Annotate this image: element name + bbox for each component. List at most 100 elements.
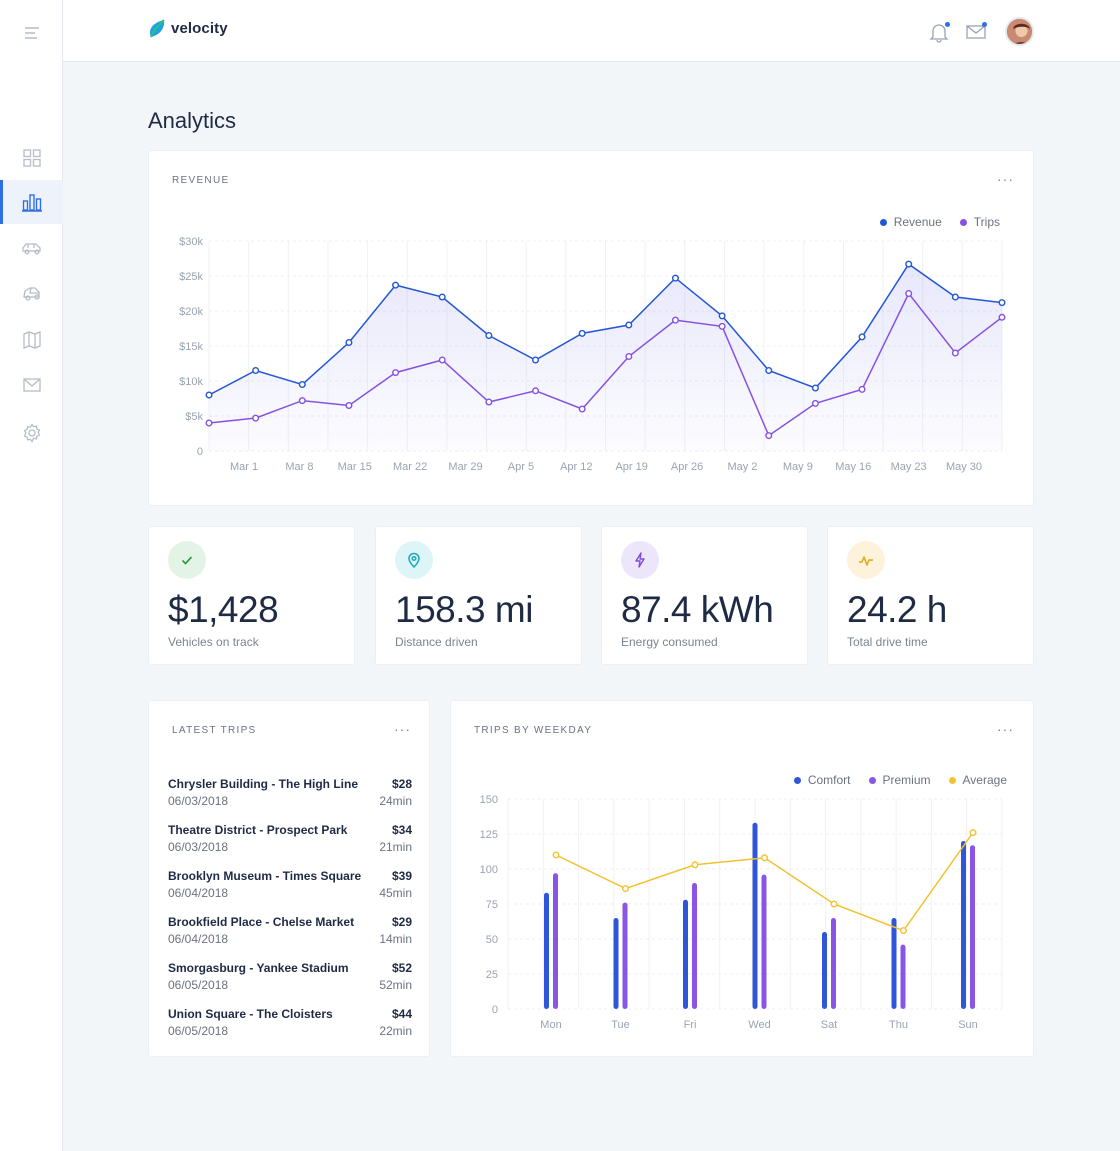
legend-item-trips[interactable]: Trips: [959, 215, 1000, 229]
x-tick-label: Mar 8: [285, 461, 313, 473]
trip-row[interactable]: Chrysler Building - The High Line 06/03/…: [168, 777, 412, 817]
revenue-legend: Revenue Trips: [879, 215, 1000, 229]
trip-row[interactable]: Theatre District - Prospect Park 06/03/2…: [168, 823, 412, 863]
data-point-revenue: [671, 274, 679, 282]
stat-card-vehicles: $1,428 Vehicles on track: [148, 526, 355, 665]
legend-item-revenue[interactable]: Revenue: [879, 215, 942, 229]
trip-row[interactable]: Union Square - The Cloisters 06/05/2018 …: [168, 1007, 412, 1047]
data-point-revenue: [625, 321, 633, 329]
y-tick-label: 150: [480, 794, 498, 806]
x-tick-label: Wed: [748, 1019, 770, 1031]
data-point-average: [621, 885, 629, 893]
bar-comfort: [891, 918, 897, 1009]
data-point-revenue: [252, 366, 260, 374]
bar-premium: [831, 918, 836, 1009]
x-tick-label: May 9: [783, 461, 813, 473]
trip-row[interactable]: Smorgasburg - Yankee Stadium 06/05/2018 …: [168, 961, 412, 1001]
trip-duration: 24min: [379, 794, 412, 808]
stat-icon-bg: [168, 541, 206, 579]
messages-button[interactable]: [964, 20, 988, 44]
data-point-trips: [858, 385, 866, 393]
trip-name: Smorgasburg - Yankee Stadium: [168, 961, 349, 975]
stat-value: 158.3 mi: [395, 589, 533, 630]
trip-duration: 14min: [379, 932, 412, 946]
data-point-average: [900, 927, 908, 935]
legend-dot: [868, 776, 876, 784]
bar-premium: [900, 944, 906, 1009]
x-tick-label: Fri: [684, 1019, 697, 1031]
data-point-trips: [765, 432, 773, 440]
sidebar-item-dashboard[interactable]: [0, 136, 63, 180]
data-point-revenue: [578, 329, 586, 337]
bar-premium: [622, 902, 628, 1009]
card-title: REVENUE: [172, 175, 230, 186]
stat-label: Energy consumed: [621, 635, 718, 649]
trip-name: Brookfield Place - Chelse Market: [168, 915, 355, 929]
legend-item-average[interactable]: Average: [948, 773, 1007, 787]
avatar[interactable]: [1005, 17, 1034, 46]
check-icon: [181, 556, 193, 565]
trip-row[interactable]: Brookfield Place - Chelse Market 06/04/2…: [168, 915, 412, 955]
y-tick-label: $10k: [179, 376, 203, 388]
legend-label: Comfort: [807, 773, 851, 787]
x-tick-label: May 23: [891, 461, 927, 473]
legend-label: Trips: [973, 215, 1000, 229]
bar-comfort: [961, 841, 966, 1009]
legend-dot: [959, 218, 967, 226]
trip-price: $29: [391, 915, 412, 929]
sidebar-item-fleet[interactable]: [0, 271, 63, 315]
more-options-button[interactable]: ···: [997, 721, 1014, 737]
gear-icon: [23, 423, 40, 443]
x-tick-label: Mar 1: [230, 461, 258, 473]
pin-icon: [408, 552, 420, 568]
bar-chart-icon: [21, 194, 42, 212]
legend-item-comfort[interactable]: Comfort: [793, 773, 851, 787]
brand-logo[interactable]: velocity: [148, 19, 228, 38]
trip-row[interactable]: Brooklyn Museum - Times Square 06/04/201…: [168, 869, 412, 909]
stat-card-distance: 158.3 mi Distance driven: [375, 526, 582, 665]
more-options-button[interactable]: ···: [997, 171, 1014, 187]
data-point-trips: [811, 399, 819, 407]
latest-trips-card: LATEST TRIPS ··· Chrysler Building - The…: [148, 700, 430, 1057]
card-title: LATEST TRIPS: [172, 725, 257, 736]
trips-by-weekday-card: TRIPS BY WEEKDAY ··· Comfort Premium Ave…: [450, 700, 1034, 1057]
legend-label: Premium: [882, 773, 931, 787]
sidebar-item-map[interactable]: [0, 318, 63, 362]
y-tick-label: 0: [197, 446, 203, 458]
sidebar-item-analytics[interactable]: [0, 180, 63, 224]
y-tick-label: 75: [486, 899, 498, 911]
trip-price: $52: [391, 961, 412, 975]
menu-toggle-button[interactable]: [0, 11, 63, 55]
revenue-area: [209, 264, 1002, 451]
x-tick-label: May 2: [727, 461, 757, 473]
data-point-revenue: [298, 380, 306, 388]
bar-premium: [553, 873, 558, 1009]
legend-item-premium[interactable]: Premium: [868, 773, 931, 787]
data-point-trips: [438, 356, 446, 364]
data-point-trips: [345, 401, 353, 409]
message-dot: [982, 22, 987, 27]
notifications-button[interactable]: [927, 20, 951, 44]
data-point-trips: [625, 352, 633, 360]
more-options-button[interactable]: ···: [394, 721, 411, 737]
data-point-trips: [205, 419, 213, 427]
data-point-average: [691, 861, 699, 869]
trip-price: $39: [391, 869, 412, 883]
page-title: Analytics: [148, 108, 237, 133]
trip-date: 06/04/2018: [168, 932, 229, 946]
weekday-chart: 0 25 50 75 100 125 150 Mon Tue Fri Wed Sat Thu Sun: [480, 794, 1003, 1031]
activity-icon: [859, 556, 873, 566]
y-tick-label: $30k: [179, 236, 203, 248]
sidebar-item-vehicles[interactable]: [0, 226, 63, 270]
stat-icon-bg: [621, 541, 659, 579]
legend-dot: [948, 776, 956, 784]
sidebar-item-settings[interactable]: [0, 411, 63, 455]
trip-duration: 45min: [379, 886, 412, 900]
stat-card-energy: 87.4 kWh Energy consumed: [601, 526, 808, 665]
stat-icon-bg: [395, 541, 433, 579]
stat-label: Vehicles on track: [168, 635, 259, 649]
envelope-icon: [966, 25, 986, 39]
data-point-revenue: [998, 299, 1006, 307]
sidebar-item-messages[interactable]: [0, 363, 63, 407]
legend-dot: [879, 218, 887, 226]
